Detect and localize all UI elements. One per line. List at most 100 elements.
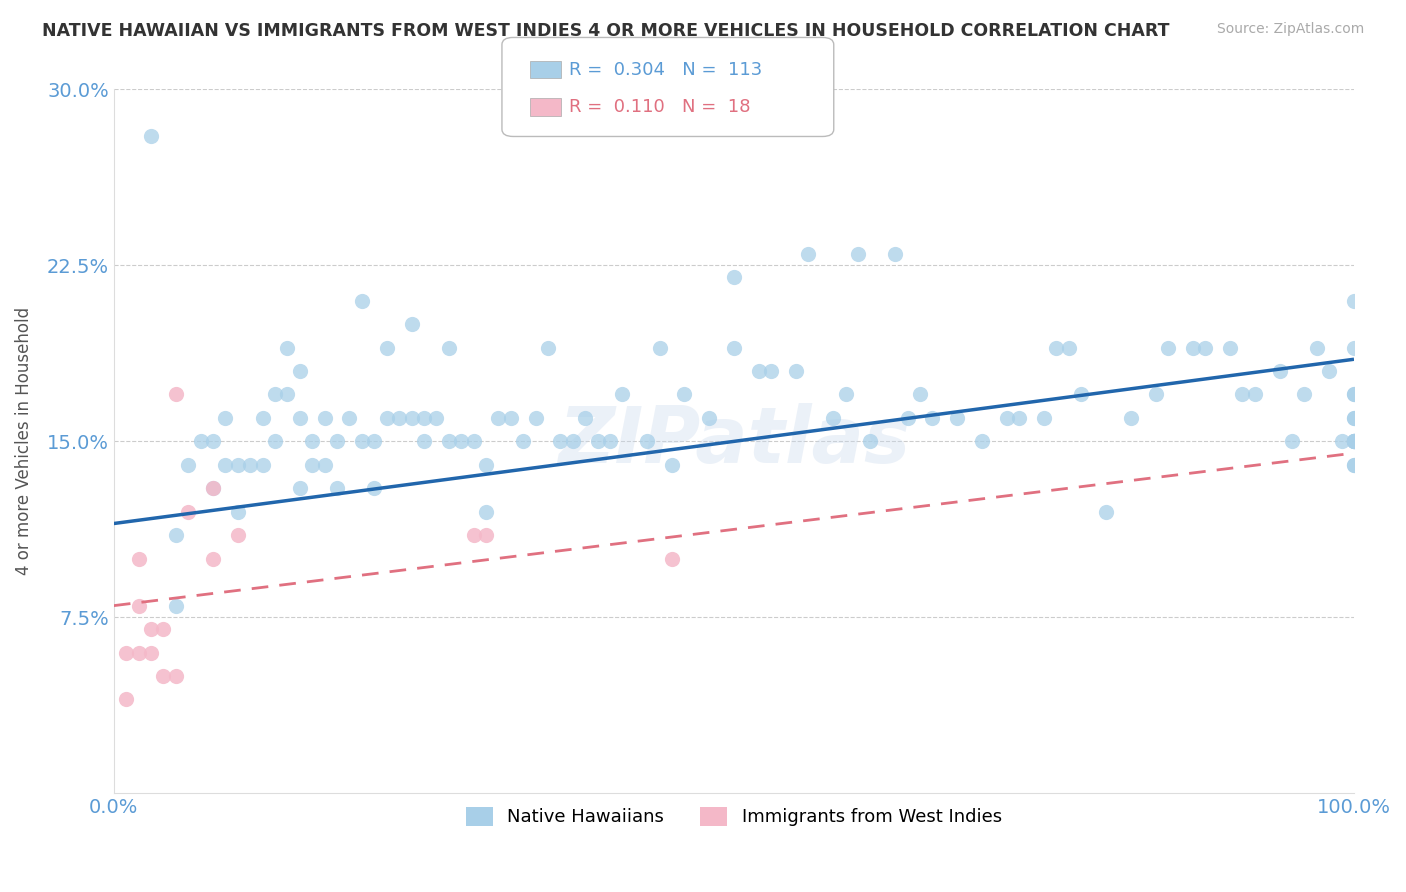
Point xyxy=(139,129,162,144)
Point xyxy=(363,434,385,449)
Point xyxy=(214,411,236,425)
Point xyxy=(1232,387,1254,401)
Point xyxy=(1343,293,1365,308)
Point xyxy=(612,387,634,401)
Point xyxy=(661,458,683,472)
Point xyxy=(202,551,225,566)
Point xyxy=(550,434,572,449)
Point xyxy=(152,622,174,636)
Point xyxy=(561,434,583,449)
Point xyxy=(276,387,298,401)
Point xyxy=(1157,341,1180,355)
Point xyxy=(375,341,398,355)
Point xyxy=(599,434,621,449)
Point xyxy=(1343,341,1365,355)
Point xyxy=(339,411,361,425)
Y-axis label: 4 or more Vehicles in Household: 4 or more Vehicles in Household xyxy=(15,308,32,575)
Point xyxy=(1343,434,1365,449)
Point xyxy=(475,528,498,542)
Point xyxy=(301,434,323,449)
Point xyxy=(202,481,225,495)
Point xyxy=(326,434,349,449)
Point xyxy=(1070,387,1092,401)
Point xyxy=(1294,387,1316,401)
Point xyxy=(1095,505,1118,519)
Text: ZIPatlas: ZIPatlas xyxy=(558,403,910,479)
Point xyxy=(437,434,460,449)
Point xyxy=(264,387,287,401)
Legend: Native Hawaiians, Immigrants from West Indies: Native Hawaiians, Immigrants from West I… xyxy=(458,800,1010,834)
Point xyxy=(697,411,720,425)
Point xyxy=(921,411,943,425)
Point xyxy=(350,293,373,308)
Point xyxy=(896,411,918,425)
Point xyxy=(401,411,423,425)
Point xyxy=(785,364,807,378)
Point xyxy=(475,458,498,472)
Point xyxy=(177,505,200,519)
Point xyxy=(1343,458,1365,472)
Point xyxy=(128,599,150,613)
Point xyxy=(884,246,907,260)
Point xyxy=(139,646,162,660)
Point xyxy=(995,411,1018,425)
Point xyxy=(723,341,745,355)
Point xyxy=(759,364,782,378)
Point xyxy=(1343,387,1365,401)
Point xyxy=(1119,411,1142,425)
Point xyxy=(301,458,323,472)
Point xyxy=(673,387,696,401)
Point xyxy=(499,411,522,425)
Point xyxy=(834,387,856,401)
Point xyxy=(463,434,485,449)
Point xyxy=(412,411,434,425)
Point xyxy=(908,387,931,401)
Text: R =  0.110   N =  18: R = 0.110 N = 18 xyxy=(569,98,751,116)
Point xyxy=(1194,341,1216,355)
Point xyxy=(165,669,187,683)
Point xyxy=(425,411,447,425)
Point xyxy=(437,341,460,355)
Point xyxy=(636,434,658,449)
Point xyxy=(202,481,225,495)
Point xyxy=(1033,411,1056,425)
Point xyxy=(412,434,434,449)
Point xyxy=(1343,411,1365,425)
Point xyxy=(226,458,249,472)
Point xyxy=(177,458,200,472)
Point xyxy=(1008,411,1031,425)
Point xyxy=(1330,434,1353,449)
Point xyxy=(1306,341,1329,355)
Point xyxy=(970,434,993,449)
Text: Source: ZipAtlas.com: Source: ZipAtlas.com xyxy=(1216,22,1364,37)
Point xyxy=(363,481,385,495)
Point xyxy=(264,434,287,449)
Point xyxy=(1243,387,1265,401)
Point xyxy=(1343,411,1365,425)
Point xyxy=(288,364,311,378)
Point xyxy=(401,317,423,331)
Point xyxy=(165,528,187,542)
Point xyxy=(226,505,249,519)
Point xyxy=(859,434,882,449)
Point xyxy=(1144,387,1167,401)
Point xyxy=(202,434,225,449)
Point xyxy=(537,341,560,355)
Point xyxy=(475,505,498,519)
Point xyxy=(463,528,485,542)
Point xyxy=(288,481,311,495)
Point xyxy=(326,481,349,495)
Point xyxy=(450,434,472,449)
Point xyxy=(1343,434,1365,449)
Point xyxy=(314,411,336,425)
Point xyxy=(165,387,187,401)
Point xyxy=(723,270,745,285)
Point xyxy=(214,458,236,472)
Point xyxy=(152,669,174,683)
Point xyxy=(375,411,398,425)
Text: R =  0.304   N =  113: R = 0.304 N = 113 xyxy=(569,61,762,78)
Point xyxy=(574,411,596,425)
Point xyxy=(276,341,298,355)
Point xyxy=(239,458,262,472)
Point xyxy=(524,411,547,425)
